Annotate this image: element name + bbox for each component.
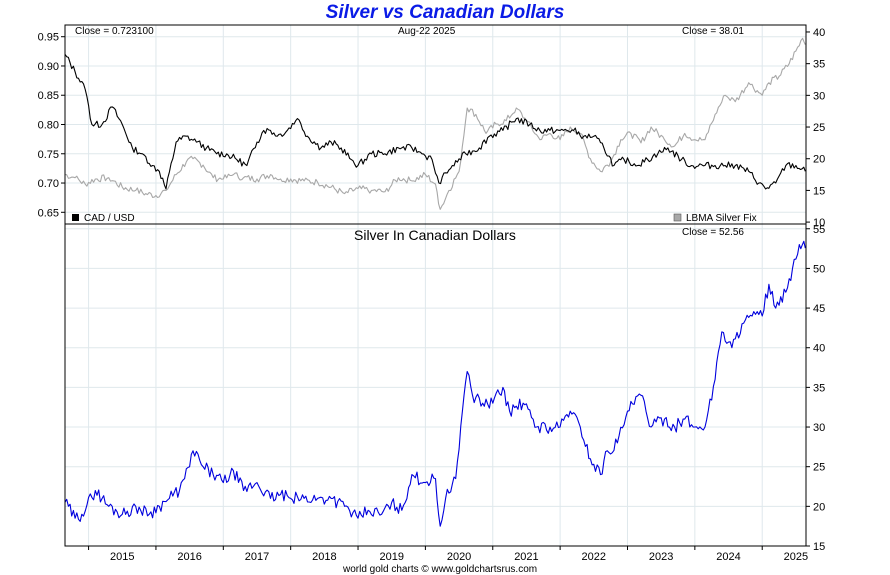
grid-layer: [65, 25, 806, 547]
x-tick-label: 2022: [582, 551, 606, 563]
top-left-tick-label: 0.70: [38, 178, 59, 190]
top-right-tick-label: 25: [813, 122, 825, 134]
bottom-right-tick-label: 15: [813, 541, 825, 553]
x-tick-label: 2015: [110, 551, 134, 563]
bottom-right-tick-label: 40: [813, 343, 825, 355]
bottom-panel-frame: [64, 223, 807, 547]
top-header-left: Close = 0.723100: [75, 26, 154, 37]
bottom-right-tick-label: 20: [813, 501, 825, 513]
series-layer: [64, 37, 806, 527]
bottom-chart-title: Silver In Canadian Dollars: [354, 227, 516, 243]
x-tick-label: 2025: [784, 551, 808, 563]
top-header-center: Aug-22 2025: [398, 26, 456, 37]
legend-cad-label: CAD / USD: [84, 213, 135, 224]
x-tick-label: 2024: [716, 551, 740, 563]
legend-cad-swatch: [72, 214, 79, 221]
top-left-tick-label: 0.85: [38, 90, 59, 102]
top-left-tick-label: 0.90: [38, 61, 59, 73]
top-right-tick-label: 35: [813, 59, 825, 71]
top-left-tick-label: 0.95: [38, 32, 59, 44]
top-left-tick-label: 0.65: [38, 207, 59, 219]
x-tick-label: 2021: [514, 551, 538, 563]
top-right-tick-label: 30: [813, 90, 825, 102]
x-tick-label: 2016: [177, 551, 201, 563]
x-tick-label: 2017: [245, 551, 269, 563]
bottom-right-tick-label: 25: [813, 462, 825, 474]
top-right-tick-label: 20: [813, 154, 825, 166]
bottom-right-tick-label: 35: [813, 382, 825, 394]
top-right-tick-label: 40: [813, 27, 825, 39]
bottom-header-right: Close = 52.56: [682, 227, 744, 238]
bottom-right-tick-label: 30: [813, 422, 825, 434]
tick-layer: 2015 2016 2017 2018 2019 2020 2021 2022 2023 2024…: [38, 27, 826, 563]
silver-cad-line: [64, 240, 806, 527]
x-tick-label: 2023: [649, 551, 673, 563]
top-right-tick-label: 10: [813, 217, 825, 229]
bottom-right-tick-label: 55: [813, 224, 825, 236]
top-left-tick-label: 0.80: [38, 120, 59, 132]
legend-silver-label: LBMA Silver Fix: [686, 213, 757, 224]
cad-usd-line: [64, 53, 806, 190]
bottom-right-tick-label: 50: [813, 263, 825, 275]
legend-silver-swatch: [673, 213, 682, 222]
bottom-right-tick-label: 45: [813, 303, 825, 315]
x-tick-label: 2019: [379, 551, 403, 563]
silver-usd-line: [64, 37, 806, 210]
top-right-tick-label: 15: [813, 185, 825, 197]
top-left-tick-label: 0.75: [38, 149, 59, 161]
x-tick-label: 2020: [447, 551, 471, 563]
x-tick-label: 2018: [312, 551, 336, 563]
top-header-right: Close = 38.01: [682, 26, 744, 37]
footer-credit: world gold charts © www.goldchartsrus.co…: [342, 564, 537, 575]
chart-title: Silver vs Canadian Dollars: [325, 2, 565, 23]
